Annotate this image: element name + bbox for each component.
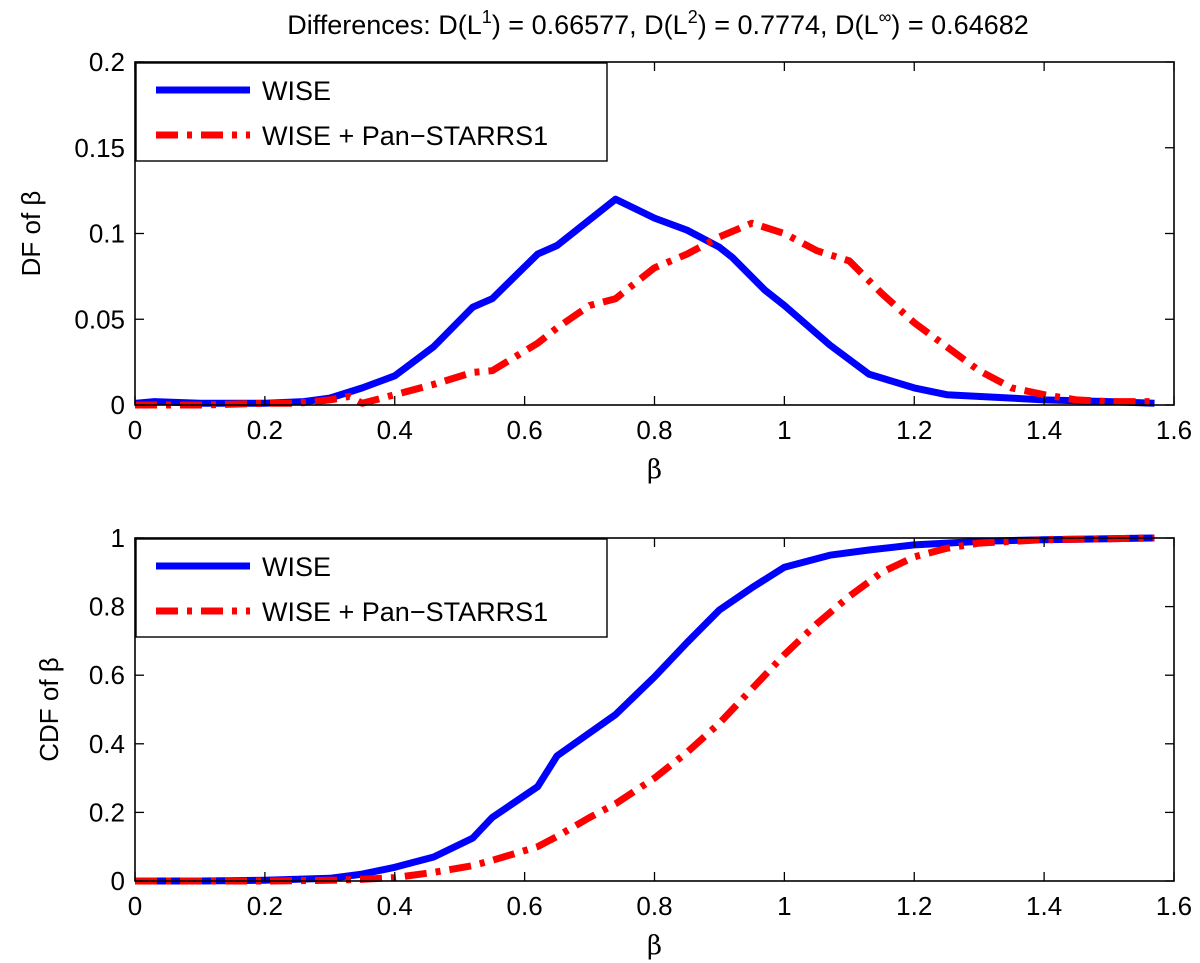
- x-tick-label: 1.2: [896, 891, 932, 921]
- figure-title: Differences: D(L1) = 0.66577, D(L2) = 0.…: [287, 7, 1029, 40]
- x-tick-label: 1.4: [1026, 415, 1062, 445]
- df-plot: 0 0.2 0.4 0.6 0.8 1 1.2 1.4 1.6 0 0.05 0.1 0.15 0.2 β D…: [16, 47, 1192, 485]
- x-axis-label: β: [647, 455, 662, 485]
- y-tick-label: 0.05: [74, 304, 125, 334]
- y-tick-label: 0.2: [89, 47, 125, 77]
- x-tick-label: 1: [777, 891, 791, 921]
- x-tick-label: 1.2: [896, 415, 932, 445]
- wise-series-line: [134, 195, 1155, 407]
- y-tick-label: 0.15: [74, 133, 125, 163]
- x-tick-label: 1.6: [1156, 891, 1192, 921]
- x-tick-label: 0: [128, 415, 142, 445]
- y-tick-label: 1: [111, 523, 125, 553]
- x-tick-label: 1.4: [1026, 891, 1062, 921]
- y-tick-label: 0.1: [89, 219, 125, 249]
- y-axis-label: DF of β: [16, 191, 46, 277]
- x-tick-label: 0.8: [636, 891, 672, 921]
- y-tick-label: 0: [111, 866, 125, 896]
- legend-label-wise-panstarrs: WISE + Pan−STARRS1: [262, 121, 548, 151]
- x-tick-label: 0.2: [247, 891, 283, 921]
- legend: WISE WISE + Pan−STARRS1: [135, 538, 608, 638]
- legend-box: [135, 538, 608, 638]
- x-axis-label: β: [647, 931, 662, 961]
- x-tick-label: 0.6: [507, 891, 543, 921]
- x-tick-label: 1: [777, 415, 791, 445]
- x-tick-label: 0: [128, 891, 142, 921]
- x-tick-label: 0.4: [377, 415, 413, 445]
- x-tick-label: 0.4: [377, 891, 413, 921]
- x-tick-label: 0.8: [636, 415, 672, 445]
- wise-panstarrs-series-line: [135, 534, 1155, 885]
- x-tick-label: 0.2: [247, 415, 283, 445]
- wise-series-line: [135, 534, 1155, 885]
- wise-panstarrs-series-line: [135, 219, 1155, 409]
- y-tick-label: 0: [111, 390, 125, 420]
- legend: WISE WISE + Pan−STARRS1: [135, 62, 608, 162]
- cdf-plot: 0 0.2 0.4 0.6 0.8 1 1.2 1.4 1.6 0 0.2 0.4 0.6 0.8 1 β CD…: [34, 523, 1192, 961]
- y-tick-label: 0.2: [89, 797, 125, 827]
- x-tick-label: 0.6: [507, 415, 543, 445]
- legend-label-wise: WISE: [262, 552, 331, 582]
- y-tick-label: 0.6: [89, 660, 125, 690]
- y-tick-label: 0.8: [89, 592, 125, 622]
- x-tick-label: 1.6: [1156, 415, 1192, 445]
- legend-label-wise: WISE: [262, 76, 331, 106]
- legend-label-wise-panstarrs: WISE + Pan−STARRS1: [262, 597, 548, 627]
- legend-box: [135, 62, 608, 162]
- y-tick-label: 0.4: [89, 729, 125, 759]
- y-axis-label: CDF of β: [34, 657, 64, 762]
